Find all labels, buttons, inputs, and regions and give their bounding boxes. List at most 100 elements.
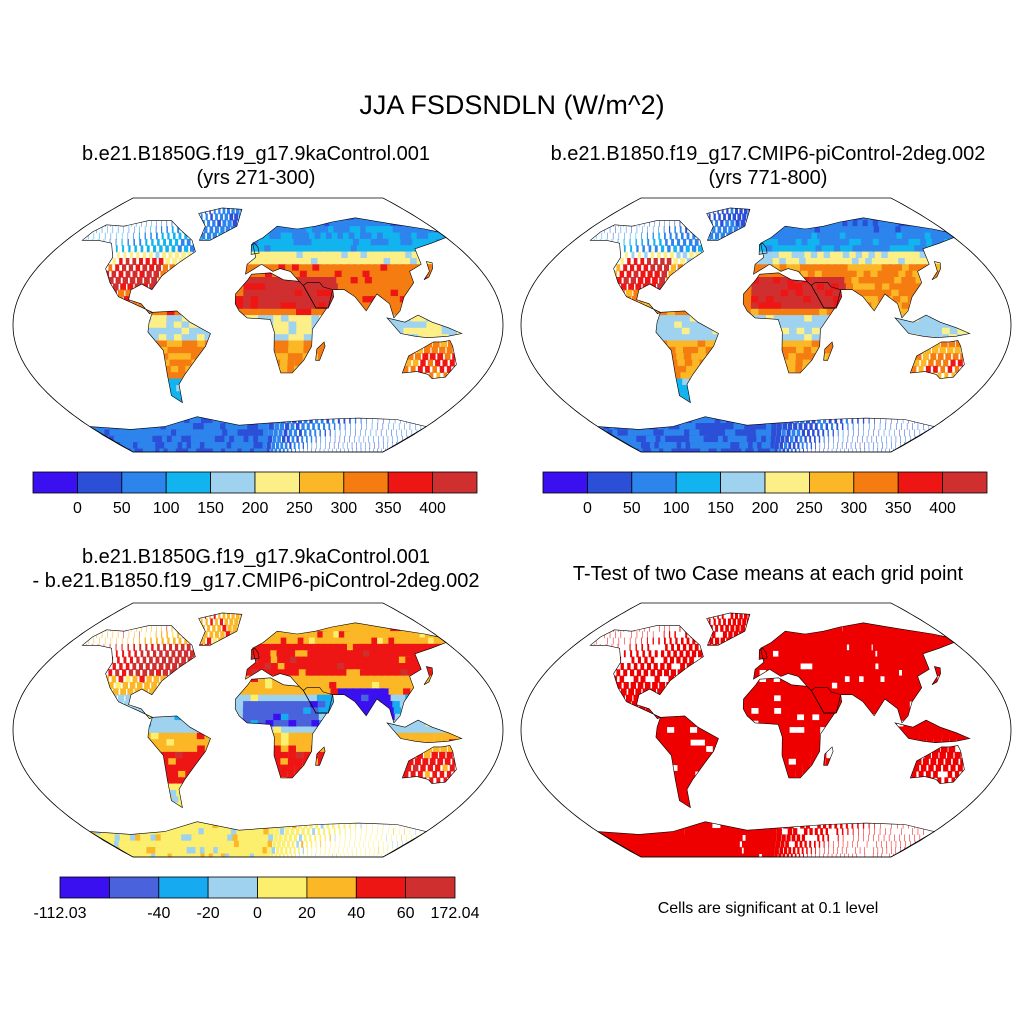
coastline-arabia — [303, 282, 335, 309]
panel2-title: b.e21.B1850.f19_g17.CMIP6-piControl-2deg… — [512, 142, 1024, 190]
colorbar-diff: -112.03 -40 -20 0 20 40 60 172.04 — [33, 876, 480, 922]
colorbar-tick-label: 0 — [253, 905, 262, 922]
coastline-africa — [742, 272, 836, 374]
panel4-title-line1: T-Test of two Case means at each grid po… — [572, 563, 964, 585]
coastlines — [81, 612, 463, 858]
coastline-australia — [401, 745, 457, 784]
colorbar-tick-label: 20 — [298, 905, 316, 922]
coastline-uk — [758, 242, 768, 255]
coastline-namerica — [81, 220, 196, 315]
coastline-namerica — [589, 625, 704, 720]
panel4-title: T-Test of two Case means at each grid po… — [512, 562, 1024, 586]
colorbar-swatch — [355, 876, 407, 899]
coastline-australia — [909, 745, 965, 784]
colorbar-tick-label: 250 — [796, 500, 823, 517]
gridded-field — [590, 612, 970, 857]
colorbar-swatch — [165, 471, 211, 494]
gridded-field — [82, 207, 462, 452]
panel3-title: b.e21.B1850G.f19_g17.9kaControl.001 - b.… — [0, 545, 512, 593]
panel3-title-line1: b.e21.B1850G.f19_g17.9kaControl.001 — [81, 546, 431, 568]
colorbar-tick-label: 300 — [330, 500, 357, 517]
colorbar-tick-label: 50 — [623, 500, 641, 517]
map-panel-9ka — [12, 197, 504, 453]
colorbar-tick-label: 40 — [347, 905, 365, 922]
colorbar-swatch — [207, 876, 258, 899]
coastline-uk — [758, 647, 768, 660]
colorbar-swatch — [764, 471, 810, 494]
coastline-greenland — [198, 207, 243, 241]
coastline-uk — [250, 647, 260, 660]
coastline-madagascar — [823, 746, 834, 766]
coastline-samerica — [655, 310, 719, 404]
coastline-arabia — [303, 687, 335, 714]
coastline-japan — [423, 666, 433, 686]
colorbar-tick-label: 100 — [663, 500, 690, 517]
colorbar-tick-label: 300 — [840, 500, 867, 517]
coastline-africa — [234, 677, 328, 779]
colorbar-swatch — [254, 471, 300, 494]
colorbar-swatch — [631, 471, 677, 494]
colorbar-swatch — [542, 471, 588, 494]
colorbar-abs-1: 0 50 100 150 200 250 300 350 400 — [32, 471, 478, 517]
colorbar-swatch — [808, 471, 855, 494]
gridded-field — [590, 207, 970, 452]
coastline-japan — [931, 261, 941, 281]
colorbar-abs-2: 0 50 100 150 200 250 300 350 400 — [542, 471, 988, 517]
colorbar-swatch — [109, 876, 160, 899]
colorbar-tick-label: 150 — [197, 500, 224, 517]
colorbar-tick-label: 400 — [419, 500, 446, 517]
colorbar-tick-label: 50 — [113, 500, 131, 517]
colorbar-swatch — [77, 471, 123, 494]
colorbar-tick-label: -40 — [147, 905, 170, 922]
panel1-title-line2: (yrs 271-300) — [196, 167, 316, 189]
colorbar-tick-label: -112.03 — [33, 905, 86, 922]
map-panel-picontrol — [520, 197, 1012, 453]
colorbar-tick-label: 100 — [153, 500, 180, 517]
colorbar-tick-label: -20 — [197, 905, 220, 922]
colorbar-tick-label: 200 — [242, 500, 269, 517]
panel2-title-line1: b.e21.B1850.f19_g17.CMIP6-piControl-2deg… — [550, 143, 986, 165]
coastline-indonesia — [386, 719, 463, 744]
colorbar-swatch — [210, 471, 256, 494]
colorbar-tick-label: 250 — [286, 500, 313, 517]
panel1-title-line1: b.e21.B1850G.f19_g17.9kaControl.001 — [81, 143, 431, 165]
coastline-japan — [931, 666, 941, 686]
colorbar-swatch — [675, 471, 721, 494]
coastline-madagascar — [315, 341, 326, 361]
coastline-greenland — [706, 612, 751, 646]
coastline-africa — [742, 677, 836, 779]
coastline-australia — [401, 340, 457, 379]
colorbar-swatch — [405, 876, 456, 899]
colorbar-tick-label: 200 — [752, 500, 779, 517]
colorbar-tick-label: 400 — [929, 500, 956, 517]
coastline-arabia — [811, 687, 843, 714]
colorbar-tick-label: 150 — [707, 500, 734, 517]
coastline-indonesia — [894, 314, 971, 339]
colorbar-swatch — [853, 471, 899, 494]
coastline-greenland — [706, 207, 751, 241]
colorbar-swatch — [720, 471, 766, 494]
colorbar-swatch — [897, 471, 944, 494]
colorbar-swatch — [298, 471, 345, 494]
globe-outline — [12, 602, 504, 858]
colorbar-swatch — [387, 471, 434, 494]
colorbar-swatch — [257, 876, 308, 899]
colorbar-tick-label: 0 — [73, 500, 82, 517]
colorbar-tick-label: 0 — [583, 500, 592, 517]
globe-outline — [12, 197, 504, 453]
colorbar-swatch — [121, 471, 167, 494]
colorbar-tick-label: 60 — [397, 905, 415, 922]
coastline-madagascar — [315, 746, 326, 766]
coastline-indonesia — [386, 314, 463, 339]
colorbar-swatch — [59, 876, 110, 899]
panel3-title-line2: - b.e21.B1850.f19_g17.CMIP6-piControl-2d… — [32, 570, 480, 592]
coastline-madagascar — [823, 341, 834, 361]
colorbar-tick-label: 350 — [885, 500, 912, 517]
colorbar-swatch — [32, 471, 78, 494]
coastline-samerica — [655, 715, 719, 809]
coastline-samerica — [147, 310, 211, 404]
colorbar-swatch — [432, 471, 478, 494]
figure-title: JJA FSDSNDLN (W/m^2) — [359, 90, 665, 120]
map-panel-ttest — [520, 602, 1012, 858]
panel2-title-line2: (yrs 771-800) — [708, 167, 828, 189]
